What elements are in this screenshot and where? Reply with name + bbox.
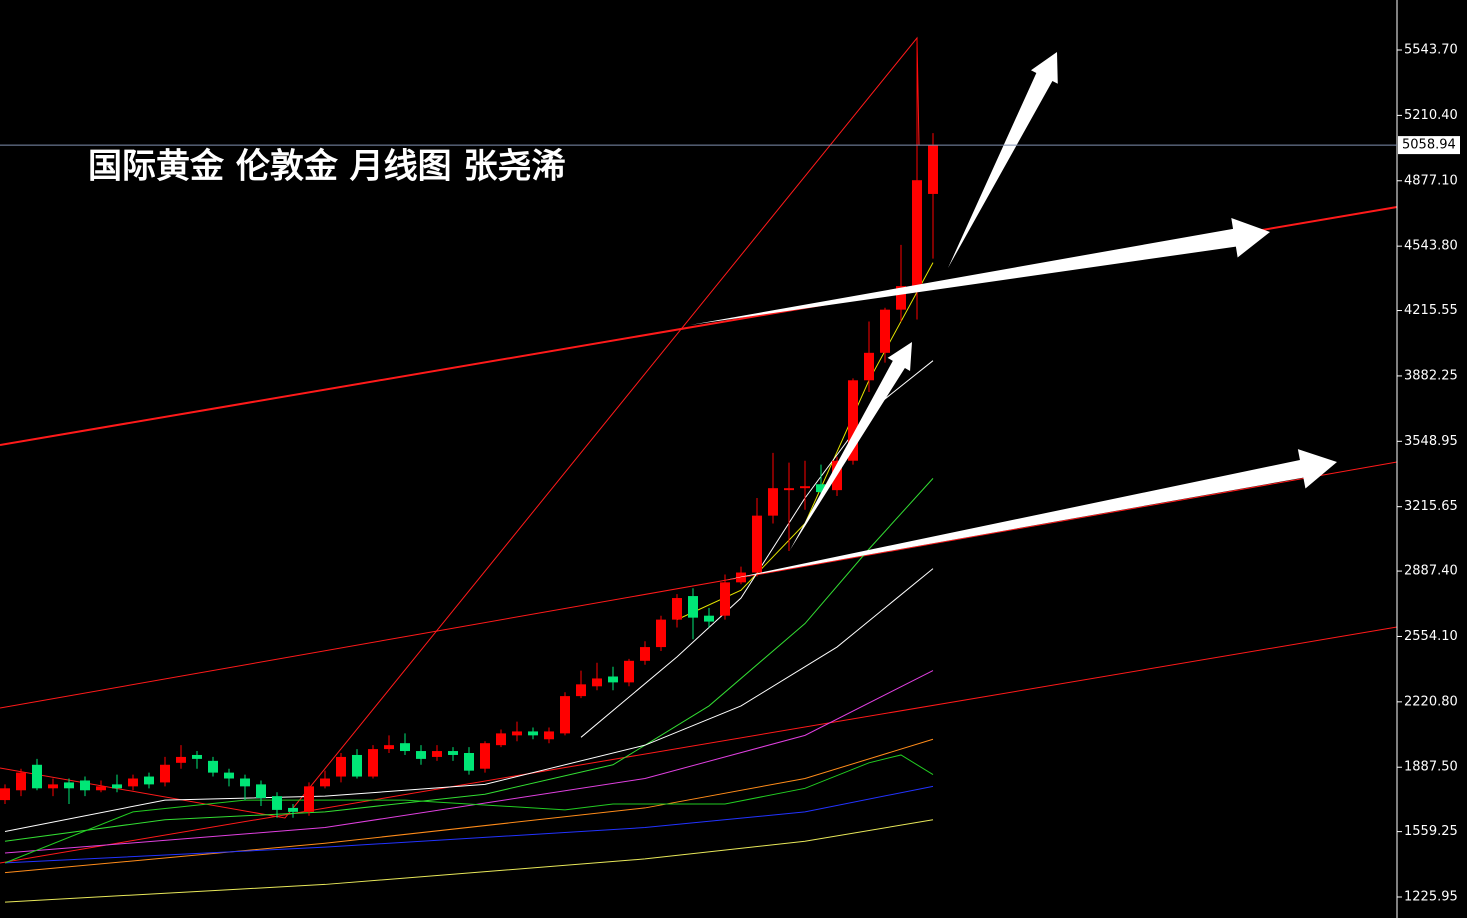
candle-body (256, 784, 266, 799)
candle-body (304, 786, 314, 812)
candle-body (48, 784, 58, 789)
ma-line (4, 670, 934, 854)
candle-body (112, 784, 122, 789)
candle-body (848, 380, 858, 461)
candle-body (768, 488, 778, 516)
candle-body (176, 756, 186, 763)
candle-body (912, 180, 922, 287)
last-price-box (1398, 136, 1460, 155)
last-price-label: 5058.94 (1402, 138, 1456, 153)
ma-line (4, 754, 934, 864)
y-tick-label: 1559.25 (1404, 824, 1458, 839)
candle-body (672, 598, 682, 620)
candle-body (528, 731, 538, 736)
candle-body (32, 764, 42, 789)
candle-body (512, 731, 522, 736)
candle-body (784, 488, 794, 491)
candle-body (336, 756, 346, 777)
candles (0, 38, 938, 818)
arrow (690, 217, 1270, 325)
y-tick-label: 3882.25 (1404, 368, 1458, 383)
arrow (948, 52, 1058, 268)
arrow (790, 342, 912, 550)
candle-body (144, 776, 154, 785)
candle-body (64, 782, 74, 789)
candle-body (656, 619, 666, 648)
candle-body (928, 145, 938, 194)
y-tick-label: 4877.10 (1404, 173, 1458, 188)
candle-body (384, 745, 394, 750)
candle-body (816, 484, 826, 493)
candle-body (448, 751, 458, 755)
candle-body (208, 760, 218, 773)
candle-body (720, 582, 730, 616)
chart-title: 国际黄金 伦敦金 月线图 张尧浠 (88, 147, 566, 187)
candle-body (80, 780, 90, 791)
candle-body (688, 596, 698, 618)
trend-line (0, 626, 1398, 864)
candle-body (704, 615, 714, 622)
y-tick-label: 1887.50 (1404, 760, 1458, 775)
y-tick-label: 1225.95 (1404, 890, 1458, 905)
arrows (690, 52, 1337, 580)
candle-body (736, 572, 746, 583)
candle-body (432, 751, 442, 757)
candle-body (272, 796, 282, 810)
arrow (725, 449, 1337, 580)
ma-line (4, 819, 934, 903)
y-tick-label: 3548.95 (1404, 434, 1458, 449)
candle-body (544, 731, 554, 740)
candle-body (416, 751, 426, 759)
candle-body (864, 352, 874, 381)
candle-body (752, 515, 762, 573)
candle-body (352, 754, 362, 777)
candle-body (592, 678, 602, 687)
candle-body (880, 309, 890, 353)
y-tick-label: 2887.40 (1404, 564, 1458, 579)
y-tick-label: 5543.70 (1404, 43, 1458, 58)
candle-body (896, 286, 906, 310)
candle-body (16, 772, 26, 791)
y-tick-label: 3215.65 (1404, 499, 1458, 514)
candle-body (624, 660, 634, 683)
candle-body (400, 743, 410, 752)
moving-averages (4, 262, 934, 903)
candle-body (128, 778, 138, 787)
swing-line (0, 36, 920, 819)
candle-body (480, 743, 490, 769)
candle-body (240, 778, 250, 787)
y-tick-label: 2220.80 (1404, 694, 1458, 709)
candle-body (224, 772, 234, 779)
candle-body (560, 696, 570, 734)
ma-line (4, 785, 934, 864)
y-tick-label: 5210.40 (1404, 108, 1458, 123)
y-tick-label: 4215.55 (1404, 303, 1458, 318)
ma-line (4, 738, 934, 874)
candle-body (160, 764, 170, 783)
candle-body (800, 486, 810, 489)
y-tick-label: 2554.10 (1404, 629, 1458, 644)
candle-body (576, 684, 586, 697)
candle-body (288, 807, 298, 812)
y-tick-label: 4543.80 (1404, 239, 1458, 254)
candle-body (368, 749, 378, 777)
ma-line (4, 568, 934, 832)
candle-body (496, 733, 506, 746)
candle-body (96, 786, 106, 791)
candle-body (608, 676, 618, 683)
candle-body (640, 647, 650, 661)
candle-body (320, 778, 330, 787)
candle-body (464, 753, 474, 771)
ma-line (4, 478, 934, 842)
candle-body (192, 754, 202, 759)
trend-line (0, 461, 1398, 709)
candle-body (0, 788, 10, 801)
